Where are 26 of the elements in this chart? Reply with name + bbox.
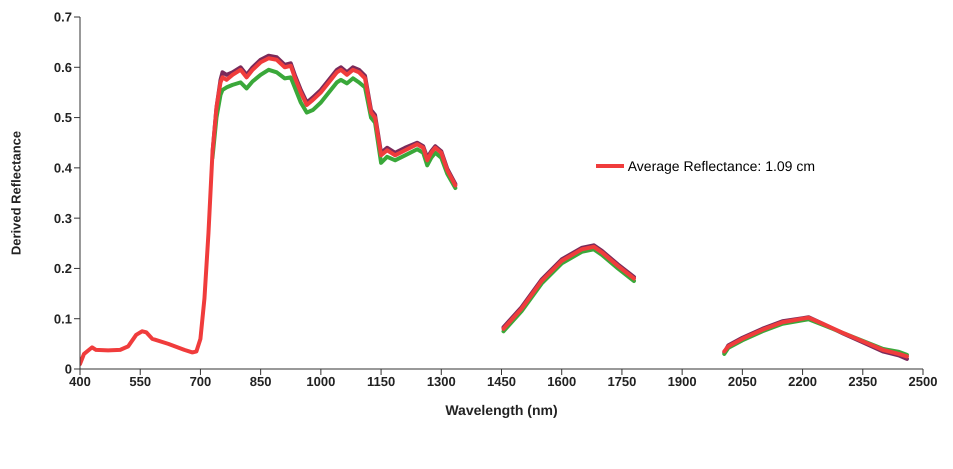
y-tick-label: 0.6	[54, 60, 72, 75]
x-tick-label: 1450	[487, 374, 516, 390]
y-tick-label: 0.3	[54, 210, 72, 226]
y-tick-label: 0	[64, 362, 72, 377]
y-tick-label: 0.2	[54, 261, 72, 276]
y-tick-label: 0.4	[54, 160, 73, 176]
x-tick-label: 2050	[728, 374, 757, 390]
y-axis-title: Derived Reflectance	[8, 130, 24, 256]
x-tick-label: 2200	[788, 374, 818, 390]
x-tick-label: 850	[250, 374, 272, 390]
x-tick-label: 1000	[306, 374, 336, 390]
x-tick-label: 1150	[366, 374, 396, 390]
x-tick-label: 1600	[547, 374, 576, 390]
x-tick-label: 1900	[668, 374, 697, 390]
x-axis-title: Wavelength (nm)	[445, 402, 558, 418]
legend-label: Average Reflectance: 1.09 cm	[628, 158, 815, 174]
y-tick-label: 0.7	[54, 10, 72, 25]
x-tick-label: 400	[69, 374, 91, 390]
x-tick-label: 1300	[426, 374, 456, 390]
x-tick-label: 2500	[908, 374, 938, 390]
x-tick-label: 1750	[607, 374, 636, 390]
y-tick-label: 0.5	[54, 110, 72, 126]
x-tick-label: 700	[190, 374, 212, 390]
x-tick-label: 2350	[848, 374, 878, 390]
y-tick-label: 0.1	[54, 311, 72, 326]
x-tick-label: 550	[129, 374, 152, 390]
